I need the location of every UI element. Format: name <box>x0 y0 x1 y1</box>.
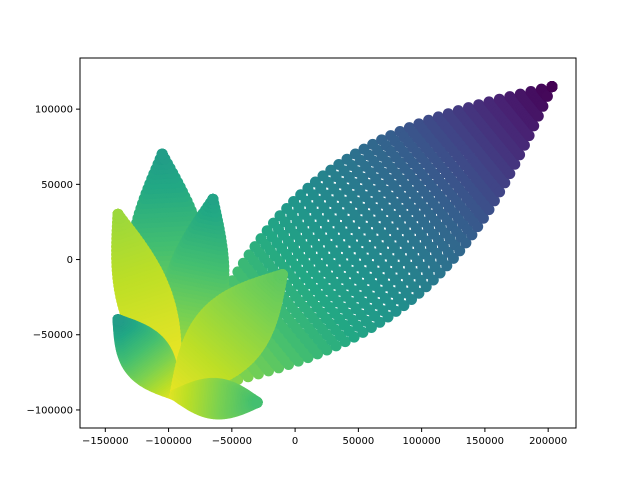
scatter-point <box>447 252 459 264</box>
scatter-point <box>518 139 530 151</box>
scatter-point <box>514 149 526 161</box>
scatter-point <box>263 365 274 377</box>
scatter-point <box>509 158 521 170</box>
scatter-point <box>207 193 219 205</box>
scatter-point <box>472 221 484 233</box>
scatter-point <box>460 237 472 249</box>
scatter-point <box>477 212 489 224</box>
scatter-point <box>302 352 314 364</box>
scatter-point <box>441 260 453 272</box>
scatter-point <box>466 229 478 241</box>
scatter-point <box>454 245 466 257</box>
scatter-point <box>390 305 402 317</box>
scatter-point <box>499 177 511 189</box>
scatter-point <box>292 355 304 367</box>
scatter-point <box>357 326 369 338</box>
scatter-point <box>365 322 377 333</box>
scatter-point <box>504 168 516 180</box>
scatter-point <box>321 344 333 356</box>
scatter-point <box>434 267 446 279</box>
scatter-point <box>406 294 417 305</box>
scatter-point <box>312 348 323 360</box>
scatter-point <box>532 110 544 122</box>
scatter-point <box>112 208 124 220</box>
scatter-point <box>541 90 553 102</box>
scatter-point <box>488 195 500 207</box>
scatter-point <box>374 316 386 328</box>
scatter-point <box>112 314 124 326</box>
scatter-point <box>483 204 495 216</box>
scatter-point <box>413 287 425 299</box>
scatter-point <box>339 336 351 348</box>
scatter-point <box>546 81 558 93</box>
scatter-point <box>528 120 540 132</box>
scatter-point <box>283 359 294 370</box>
scatter-point <box>523 130 535 142</box>
scatter-point <box>537 100 549 112</box>
scatter-point <box>420 281 432 293</box>
scatter-point <box>273 362 285 374</box>
scatter-point <box>398 300 410 312</box>
scatter-point <box>348 331 360 343</box>
scatter-point <box>427 274 439 286</box>
scatter-point <box>242 371 254 383</box>
scatter-point <box>494 186 506 198</box>
scatter-point <box>156 148 168 160</box>
data-points <box>111 81 558 420</box>
scatter-point <box>382 311 394 323</box>
scatter-point <box>330 340 342 352</box>
scatter-point <box>252 368 264 380</box>
